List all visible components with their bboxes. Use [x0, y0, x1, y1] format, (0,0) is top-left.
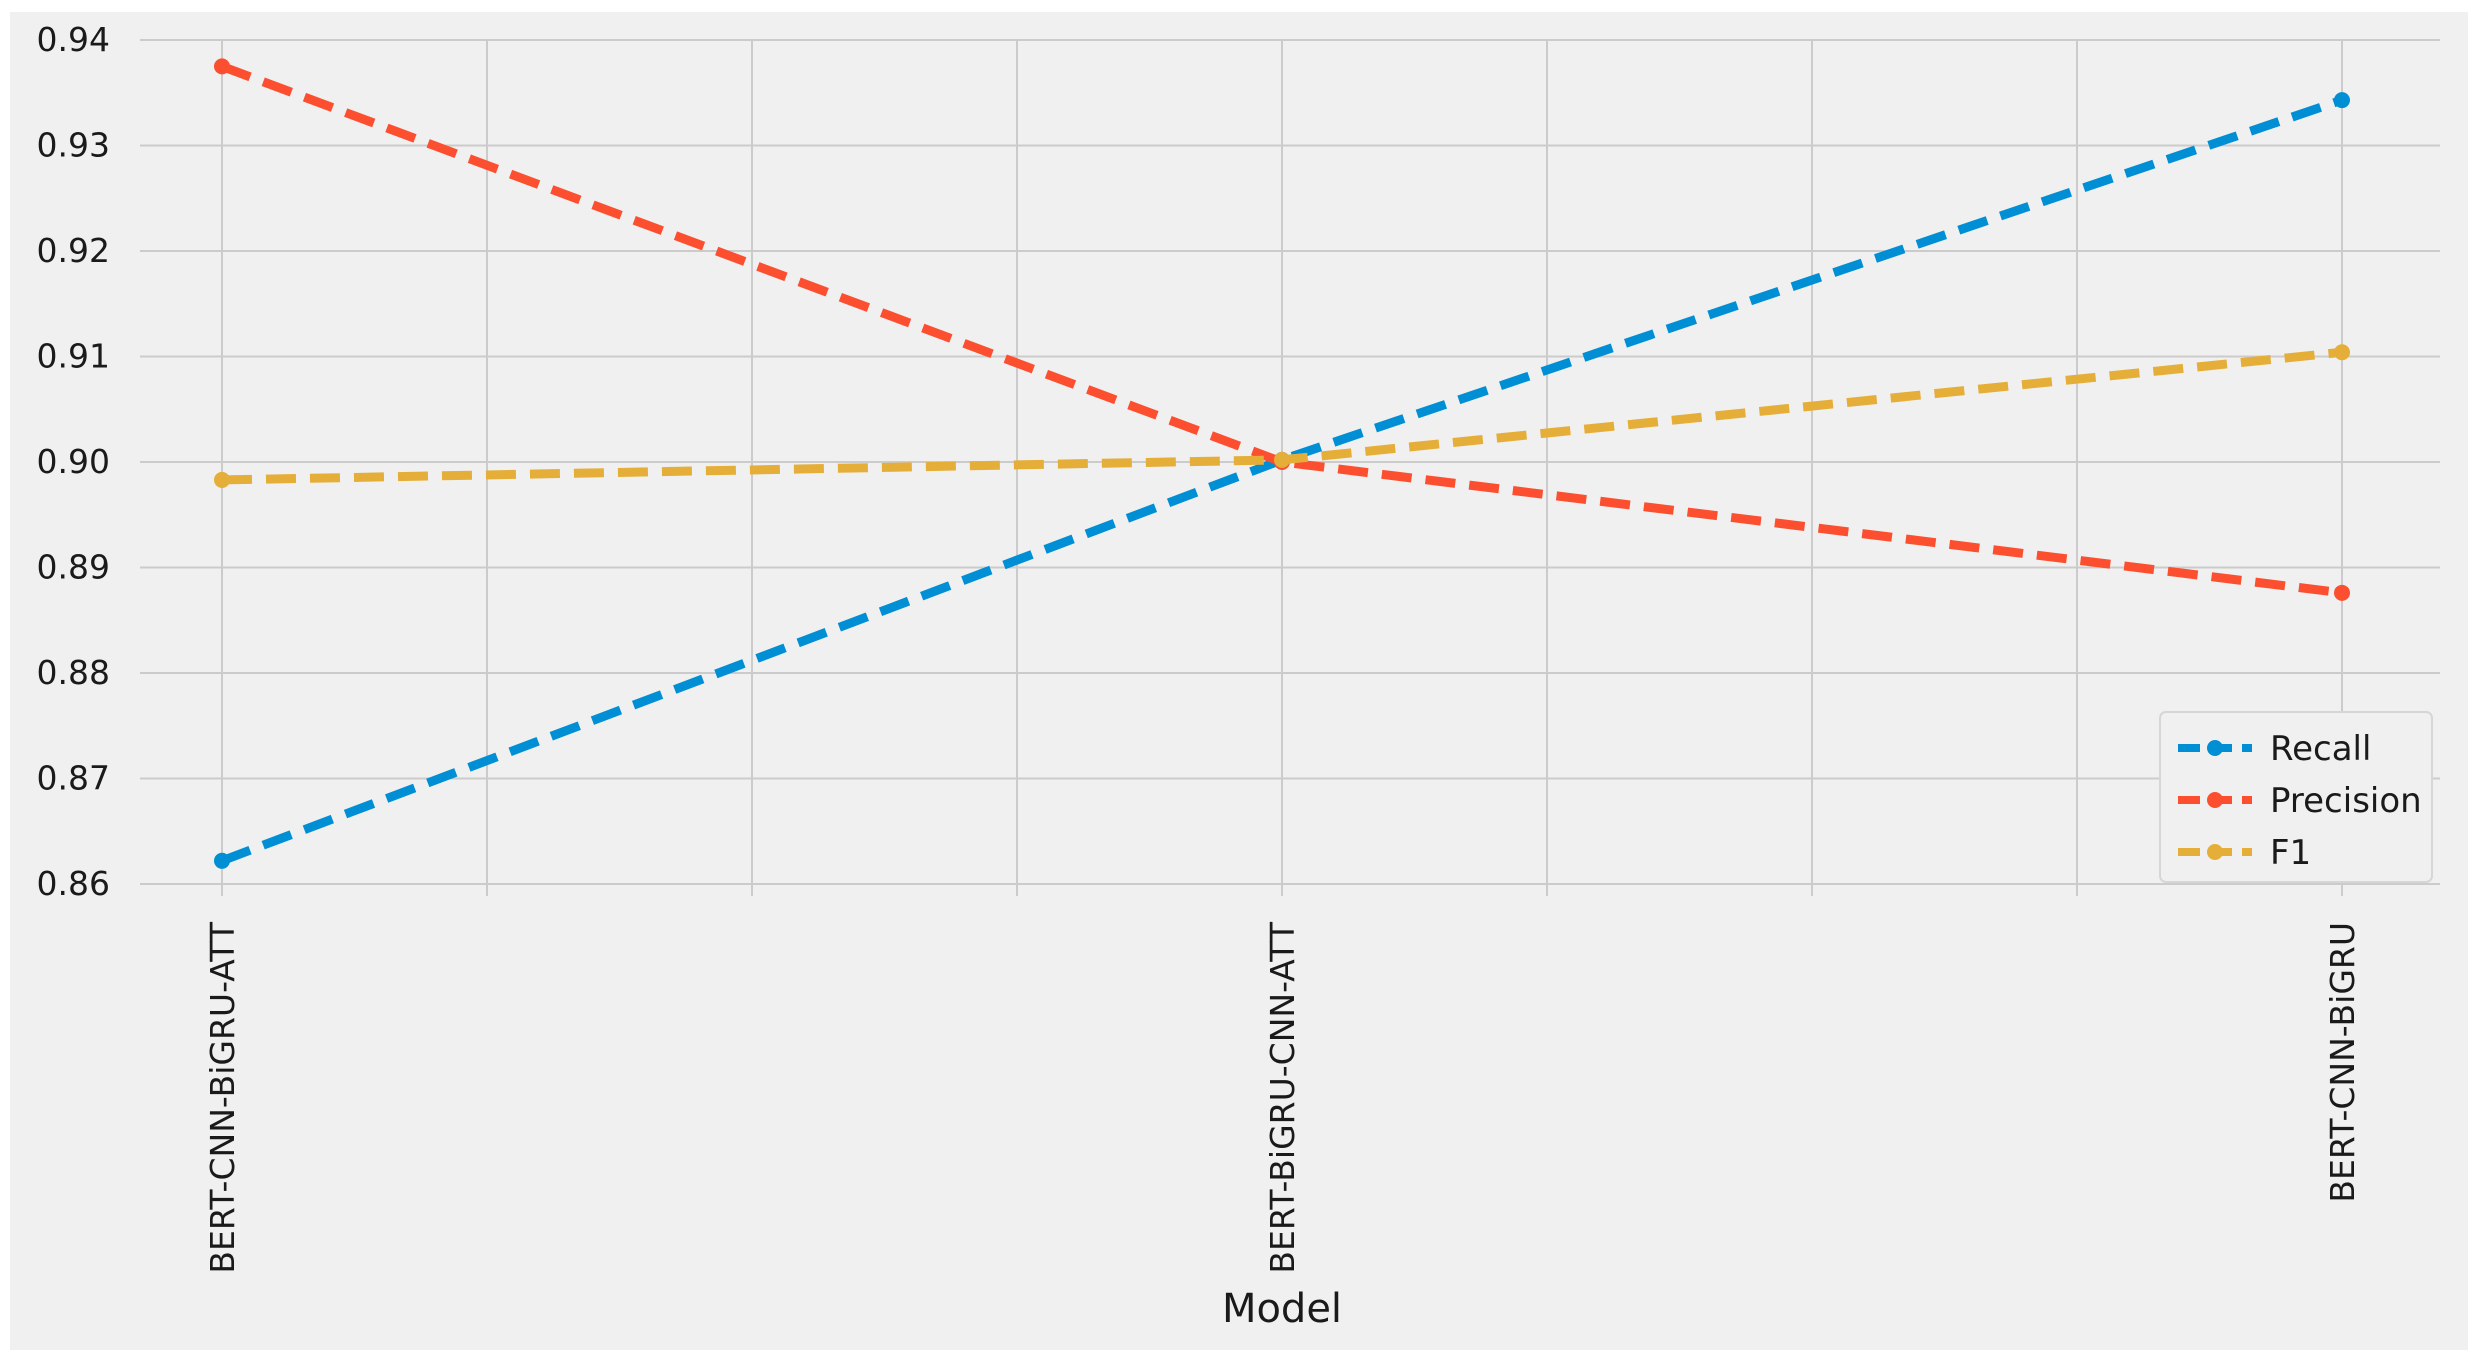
data-point-precision — [2334, 584, 2350, 601]
y-tick-label: 0.93 — [37, 126, 110, 165]
x-tick-label: BERT-CNN-BiGRU — [2323, 922, 2362, 1203]
legend-label: Recall — [2270, 729, 2371, 769]
x-tick-label: BERT-CNN-BiGRU-ATT — [203, 921, 242, 1273]
legend: Recall Precision F1 — [2159, 711, 2433, 883]
legend-label: Precision — [2270, 781, 2422, 821]
series-line-precision — [220, 62, 2343, 598]
y-tick-label: 0.92 — [37, 231, 110, 270]
legend-marker — [2207, 792, 2223, 808]
y-tick-label: 0.88 — [37, 653, 110, 692]
line-chart: 0.86 0.87 0.88 0.89 0.90 0.91 0.92 0.93 0.94 BER… — [37, 20, 2440, 1332]
x-tick-label: BERT-BiGRU-CNN-ATT — [1263, 921, 1302, 1273]
legend-label: F1 — [2270, 833, 2311, 873]
y-tick-label: 0.90 — [37, 442, 110, 481]
data-point-precision — [214, 58, 230, 75]
legend-marker — [2207, 740, 2223, 756]
legend-box — [2159, 711, 2433, 883]
series-lines — [214, 58, 2350, 869]
data-point-recall — [214, 852, 230, 869]
data-point-recall — [2334, 92, 2350, 109]
data-point-f1 — [2334, 344, 2350, 361]
y-tick-label: 0.87 — [37, 759, 110, 798]
y-tick-label: 0.94 — [37, 20, 110, 59]
data-point-f1 — [1274, 451, 1290, 468]
y-tick-label: 0.91 — [37, 337, 110, 376]
chart-figure: 0.86 0.87 0.88 0.89 0.90 0.91 0.92 0.93 0.94 BER… — [10, 12, 2468, 1350]
y-tick-label: 0.89 — [37, 548, 110, 587]
series-line-recall — [220, 95, 2344, 865]
y-tick-labels: 0.86 0.87 0.88 0.89 0.90 0.91 0.92 0.93 0.94 — [37, 20, 110, 903]
y-tick-label: 0.86 — [37, 864, 110, 903]
data-point-f1 — [214, 471, 230, 488]
legend-marker — [2207, 844, 2223, 860]
x-tick-labels: BERT-CNN-BiGRU-ATT BERT-BiGRU-CNN-ATT BERT… — [203, 921, 2362, 1273]
x-axis-title: Model — [1222, 1286, 1342, 1332]
